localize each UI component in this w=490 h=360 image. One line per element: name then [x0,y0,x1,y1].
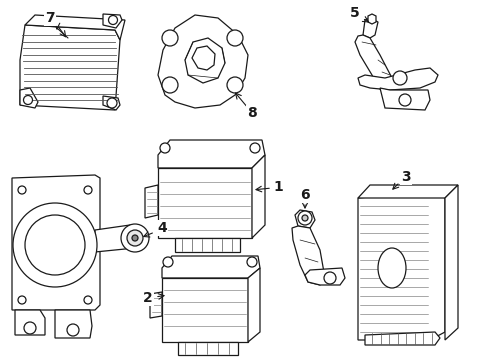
Circle shape [18,296,26,304]
Polygon shape [292,226,325,285]
Polygon shape [445,185,458,340]
Circle shape [13,203,97,287]
Circle shape [227,30,243,46]
Polygon shape [162,278,248,342]
Polygon shape [305,268,345,285]
Circle shape [132,235,138,241]
Polygon shape [358,185,458,198]
Polygon shape [355,35,395,92]
Circle shape [393,71,407,85]
Circle shape [18,186,26,194]
Polygon shape [103,14,122,28]
Circle shape [84,296,92,304]
Text: 6: 6 [300,188,310,202]
Polygon shape [158,168,252,238]
Text: 2: 2 [143,291,153,305]
Polygon shape [295,210,315,228]
Polygon shape [178,342,238,355]
Polygon shape [15,310,45,335]
Polygon shape [103,96,120,110]
Circle shape [24,95,32,104]
Text: 3: 3 [401,170,411,184]
Circle shape [250,143,260,153]
Text: 4: 4 [157,221,167,235]
Polygon shape [25,15,125,40]
Text: 5: 5 [350,6,360,20]
Polygon shape [20,25,120,110]
Circle shape [227,77,243,93]
Polygon shape [358,192,445,340]
Text: 1: 1 [273,180,283,194]
Polygon shape [145,185,158,218]
Polygon shape [363,18,378,38]
Circle shape [163,257,173,267]
Circle shape [399,94,411,106]
Polygon shape [192,46,215,70]
Circle shape [24,322,36,334]
Polygon shape [158,15,248,108]
Polygon shape [158,140,265,168]
Circle shape [298,211,312,225]
Polygon shape [380,88,430,110]
Polygon shape [185,38,225,83]
Polygon shape [248,268,260,342]
Circle shape [121,224,149,252]
Text: 8: 8 [247,106,257,120]
Circle shape [108,15,118,24]
Polygon shape [150,292,162,318]
Polygon shape [252,155,265,238]
Circle shape [160,143,170,153]
Polygon shape [55,310,92,338]
Circle shape [247,257,257,267]
Circle shape [302,215,308,221]
Circle shape [127,230,143,246]
Polygon shape [368,14,376,24]
Circle shape [324,272,336,284]
Polygon shape [175,238,240,252]
Text: 7: 7 [45,11,55,25]
Polygon shape [162,256,260,278]
Circle shape [25,215,85,275]
Polygon shape [12,175,100,310]
Polygon shape [20,88,38,108]
Circle shape [107,98,117,108]
Polygon shape [95,225,142,252]
Circle shape [162,77,178,93]
Circle shape [84,186,92,194]
Circle shape [162,30,178,46]
Ellipse shape [378,248,406,288]
Circle shape [67,324,79,336]
Polygon shape [365,332,440,345]
Polygon shape [358,68,438,90]
